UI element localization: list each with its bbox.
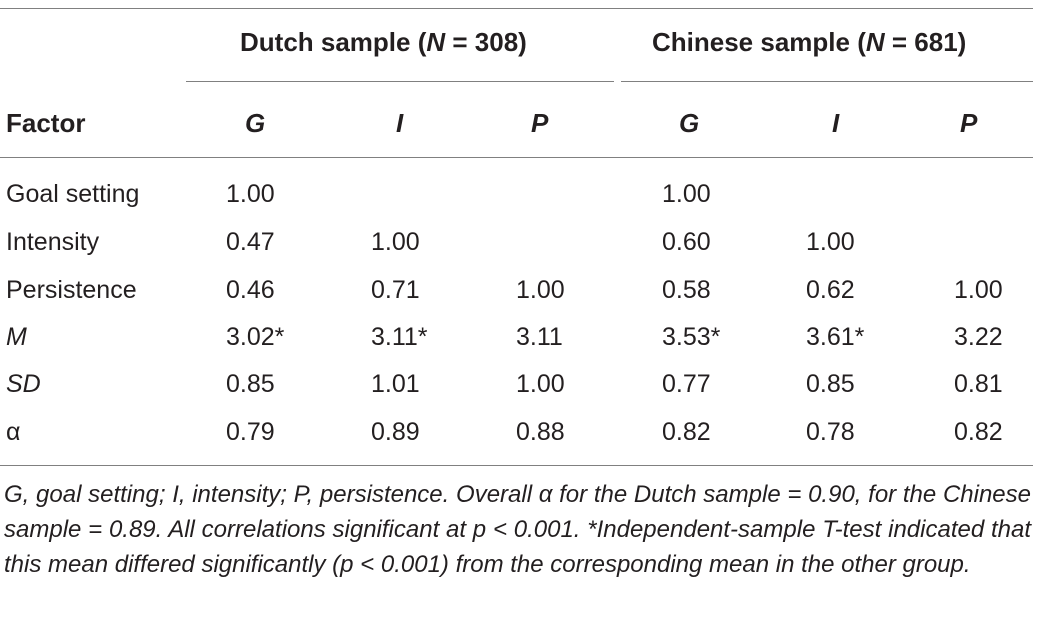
dutch-header-suffix: = 308) — [445, 27, 527, 57]
dutch-group-rule — [186, 81, 614, 82]
dutch-header-prefix: Dutch sample ( — [240, 27, 427, 57]
row-label-sd: SD — [6, 370, 41, 398]
table-cell: 0.82 — [662, 418, 711, 446]
table-cell: 1.01 — [371, 370, 420, 398]
table-cell: 0.85 — [806, 370, 855, 398]
table-cell: 1.00 — [516, 370, 565, 398]
table-cell: 0.47 — [226, 228, 275, 256]
table-cell: 1.00 — [371, 228, 420, 256]
chinese-i-header: I — [832, 108, 840, 138]
table-cell: 3.22 — [954, 323, 1003, 351]
chinese-g-header: G — [679, 108, 700, 138]
header-bottom-rule — [0, 157, 1033, 158]
table-cell: 3.61* — [806, 323, 865, 351]
table-cell: 0.46 — [226, 276, 275, 304]
table-top-rule — [0, 8, 1033, 9]
table-cell: 0.79 — [226, 418, 275, 446]
table-cell: 1.00 — [806, 228, 855, 256]
table-cell: 0.81 — [954, 370, 1003, 398]
chinese-sample-header: Chinese sample (N = 681) — [652, 27, 966, 57]
table-cell: 0.62 — [806, 276, 855, 304]
table-cell: 3.11 — [516, 323, 563, 351]
table-cell: 0.85 — [226, 370, 275, 398]
chinese-header-prefix: Chinese sample ( — [652, 27, 866, 57]
table-cell: 3.02* — [226, 323, 285, 351]
chinese-header-suffix: = 681) — [884, 27, 967, 57]
row-label-goal-setting: Goal setting — [6, 180, 140, 208]
table-footnote: G, goal setting; I, intensity; P, persis… — [4, 481, 1031, 578]
chinese-p-header: P — [960, 108, 978, 138]
row-label-mean: M — [6, 323, 27, 351]
table-cell: 0.88 — [516, 418, 565, 446]
table-cell: 3.53* — [662, 323, 721, 351]
dutch-p-header: P — [531, 108, 549, 138]
table-cell: 0.78 — [806, 418, 855, 446]
dutch-i-header: I — [396, 108, 404, 138]
chinese-header-n: N — [865, 27, 885, 57]
table-cell: 1.00 — [516, 276, 565, 304]
table-cell: 1.00 — [662, 180, 711, 208]
table-cell: 0.77 — [662, 370, 711, 398]
table-cell: 0.58 — [662, 276, 711, 304]
factor-column-header: Factor — [6, 108, 86, 138]
dutch-g-header: G — [245, 108, 266, 138]
row-label-persistence: Persistence — [6, 276, 137, 304]
dutch-sample-header: Dutch sample (N = 308) — [240, 27, 527, 57]
table-cell: 0.71 — [371, 276, 420, 304]
table-bottom-rule — [0, 465, 1033, 466]
table-cell: 1.00 — [226, 180, 275, 208]
row-label-intensity: Intensity — [6, 228, 100, 256]
table-cell: 0.82 — [954, 418, 1003, 446]
row-label-alpha: α — [6, 418, 21, 446]
table-cell: 1.00 — [954, 276, 1003, 304]
table-cell: 3.11* — [371, 323, 428, 351]
table-cell: 0.60 — [662, 228, 711, 256]
chinese-group-rule — [621, 81, 1033, 82]
dutch-header-n: N — [426, 27, 446, 57]
table-cell: 0.89 — [371, 418, 420, 446]
